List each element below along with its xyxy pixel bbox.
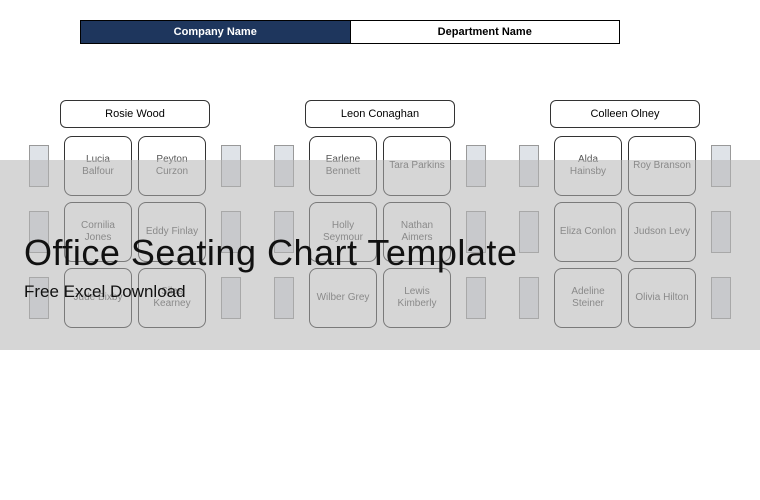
overlay-title: Office Seating Chart Template bbox=[24, 232, 517, 274]
overlay-subtitle: Free Excel Download bbox=[24, 282, 517, 302]
cluster-lead: Leon Conaghan bbox=[305, 100, 455, 128]
department-name-cell: Department Name bbox=[350, 21, 620, 43]
cluster-lead: Rosie Wood bbox=[60, 100, 210, 128]
overlay-title-block: Office Seating Chart Template Free Excel… bbox=[24, 232, 517, 302]
seating-chart-page: Company Name Department Name Rosie Wood … bbox=[0, 0, 760, 500]
company-name-cell: Company Name bbox=[81, 21, 350, 43]
header-row: Company Name Department Name bbox=[80, 20, 620, 44]
cluster-lead: Colleen Olney bbox=[550, 100, 700, 128]
